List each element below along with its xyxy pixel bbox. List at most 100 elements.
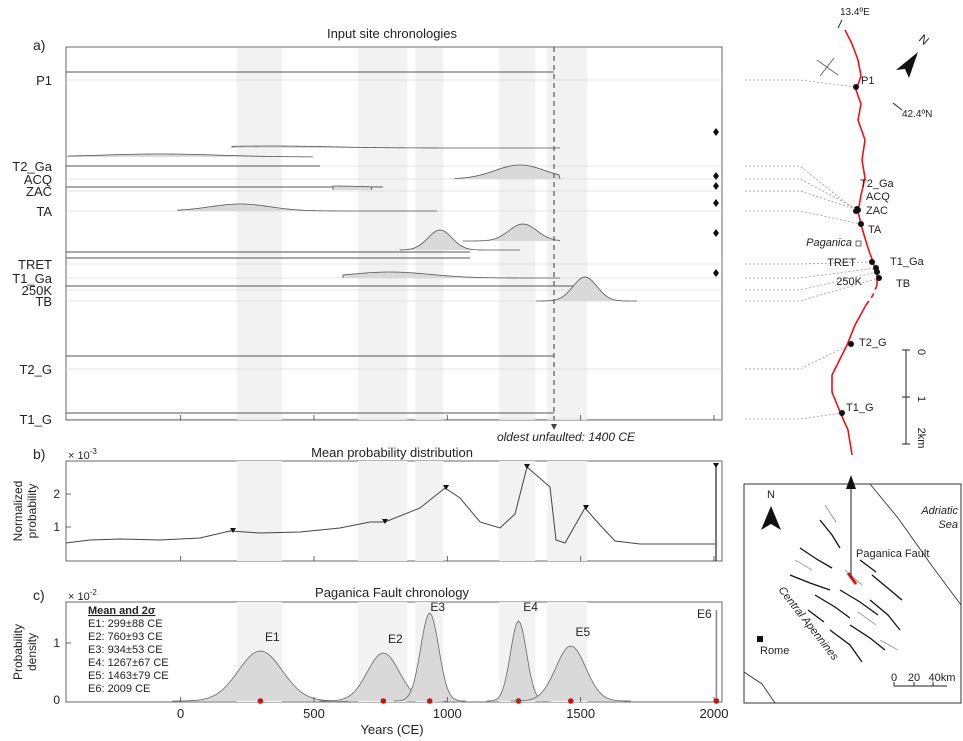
site-pdf bbox=[399, 229, 520, 251]
site-label: TA bbox=[36, 204, 52, 219]
event-pdf bbox=[172, 650, 349, 702]
map-site-label: T1_G bbox=[846, 402, 874, 414]
site-pdf bbox=[67, 153, 314, 158]
site-connector bbox=[745, 277, 880, 302]
mean-probability-line bbox=[65, 466, 715, 545]
site-label: T1_G bbox=[19, 412, 52, 427]
event-mean-dot bbox=[380, 698, 387, 704]
map-site-label: T2_Ga bbox=[860, 178, 895, 190]
site-pdf bbox=[342, 271, 561, 279]
svg-text:2km: 2km bbox=[915, 428, 927, 449]
site-connector bbox=[745, 178, 858, 210]
svg-text:N: N bbox=[916, 32, 932, 48]
adriatic-coastline bbox=[869, 483, 962, 606]
site-pdf bbox=[462, 223, 561, 242]
site-connector bbox=[745, 210, 862, 225]
diamond-marker-icon bbox=[713, 172, 719, 180]
event-mean-dot bbox=[713, 698, 720, 704]
x-axis-label: Years (CE) bbox=[360, 722, 423, 737]
x-tick-label: 1500 bbox=[566, 706, 595, 721]
peak-marker-icon bbox=[583, 505, 589, 510]
panel-b-yticks: 1 2 bbox=[53, 487, 71, 534]
oldest-unfaulted-label: oldest unfaulted: 1400 CE bbox=[497, 430, 636, 444]
diamond-marker-icon bbox=[713, 128, 719, 136]
map-site-label: ACQ bbox=[866, 191, 890, 203]
shaded-interval bbox=[236, 461, 282, 561]
x-axis: 0 500 1000 1500 2000 bbox=[177, 415, 728, 721]
map-site-label: P1 bbox=[861, 75, 874, 87]
site-marker-icon bbox=[839, 410, 845, 416]
latitude-label: 42.4ºN bbox=[902, 109, 932, 120]
site-marker-icon bbox=[848, 341, 854, 347]
peak-marker-icon bbox=[524, 464, 530, 469]
town-label: Paganica bbox=[806, 237, 852, 249]
apennine-faults bbox=[789, 519, 903, 663]
event-label: E3 bbox=[430, 600, 445, 614]
shaded-interval bbox=[236, 48, 282, 420]
shaded-interval bbox=[358, 461, 408, 561]
site-pdf bbox=[231, 145, 560, 149]
site-connector bbox=[745, 412, 843, 420]
shaded-interval bbox=[358, 48, 408, 420]
panel-a-letter: a) bbox=[33, 37, 45, 53]
site-label: T2_G bbox=[19, 362, 52, 377]
unfaulted-arrow-icon bbox=[551, 424, 557, 430]
site-label: T2_Ga bbox=[12, 159, 53, 174]
diamond-marker-icon bbox=[713, 269, 719, 277]
rome-marker-icon bbox=[757, 636, 763, 642]
tyrrhenian-coastline bbox=[743, 671, 776, 704]
peak-marker-icon bbox=[713, 463, 719, 468]
x-tick-label: 0 bbox=[177, 706, 184, 721]
panel-b-ylabel-2: probability bbox=[25, 484, 39, 539]
svg-text:0: 0 bbox=[915, 349, 927, 355]
panel-b-ytick: 2 bbox=[53, 487, 60, 501]
map-scale-bar: 0 1 2km bbox=[902, 349, 927, 448]
panel-c-letter: c) bbox=[33, 587, 45, 603]
svg-text:N: N bbox=[767, 489, 775, 501]
panel-c-ytick: 0 bbox=[53, 693, 60, 707]
map-site-label: TRET bbox=[827, 257, 856, 269]
paganica-town-icon bbox=[855, 240, 862, 247]
map-site-label: T1_Ga bbox=[890, 256, 925, 268]
panel-c-yticks: 0 1 bbox=[53, 636, 71, 707]
event-label: E2 bbox=[388, 632, 403, 646]
inset-fault-label: Paganica Fault bbox=[856, 548, 929, 560]
north-arrow-icon: N bbox=[896, 32, 932, 78]
site-marker-icon bbox=[869, 259, 875, 265]
site-label: P1 bbox=[36, 73, 52, 88]
legend-item: E6: 2009 CE bbox=[88, 683, 150, 695]
inset-pointer-arrow-icon bbox=[846, 475, 856, 489]
sea-label-2: Sea bbox=[938, 519, 958, 531]
site-label: TB bbox=[35, 294, 52, 309]
panel-a-title: Input site chronologies bbox=[327, 26, 458, 41]
event-legend: Mean and 2σ E1: 299±88 CE E2: 760±93 CE … bbox=[88, 605, 169, 695]
panel-c-ylabel-1: Probability bbox=[11, 624, 25, 680]
panel-b-ytick: 1 bbox=[53, 520, 60, 534]
mean-probability-curve bbox=[65, 463, 719, 561]
inset-paganica-fault bbox=[846, 572, 858, 585]
panel-c-ylabel-2: density bbox=[25, 633, 39, 671]
site-marker-icon bbox=[858, 221, 864, 227]
event-pdf bbox=[510, 645, 632, 702]
shaded-interval bbox=[499, 461, 536, 561]
map-site-label: TA bbox=[868, 224, 882, 236]
site-marker-icon bbox=[853, 84, 859, 90]
shaded-interval bbox=[415, 461, 444, 561]
event-label: E6 bbox=[697, 607, 712, 621]
grid-cross bbox=[816, 59, 839, 76]
panel-c-multiplier: × 10-2 bbox=[68, 588, 97, 603]
site-marker-icon bbox=[874, 269, 880, 275]
peak-marker-icon bbox=[230, 528, 236, 533]
event-label: E5 bbox=[575, 625, 590, 639]
legend-item: E3: 934±53 CE bbox=[88, 644, 163, 656]
longitude-label: 13.4ºE bbox=[840, 7, 870, 18]
peak-marker-icon bbox=[382, 519, 388, 524]
diamond-marker-icon bbox=[713, 199, 719, 207]
legend-item: E2: 760±93 CE bbox=[88, 631, 163, 643]
shaded-interval bbox=[547, 461, 588, 561]
event-mean-dot bbox=[257, 698, 264, 704]
site-pdf bbox=[177, 203, 437, 212]
rome-label: Rome bbox=[760, 645, 789, 657]
